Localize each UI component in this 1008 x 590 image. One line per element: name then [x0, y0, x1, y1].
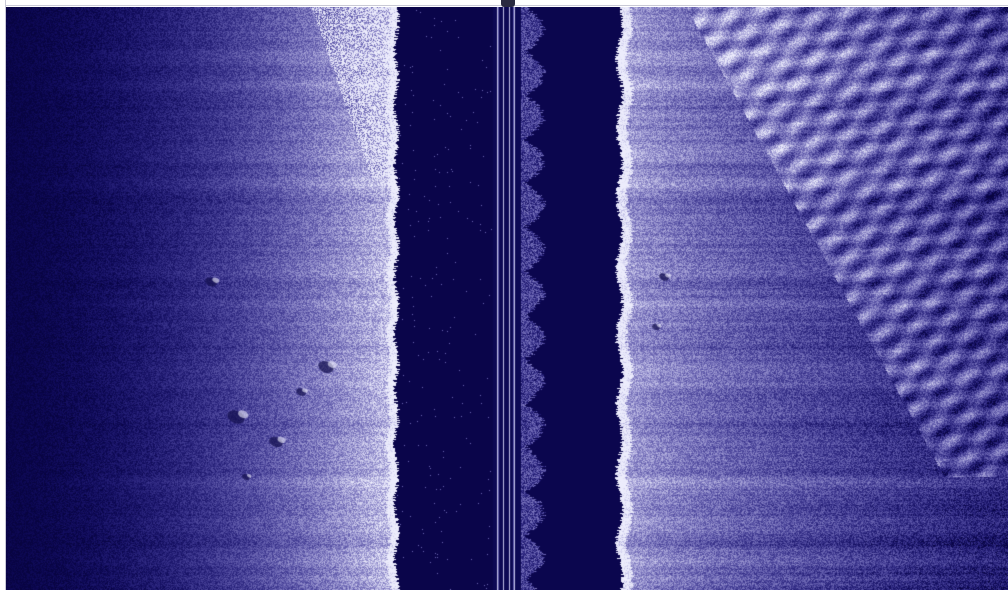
sonar-waterfall-display[interactable]	[6, 7, 1008, 590]
left-frame	[0, 0, 6, 590]
ping-marker-icon[interactable]	[501, 0, 515, 7]
